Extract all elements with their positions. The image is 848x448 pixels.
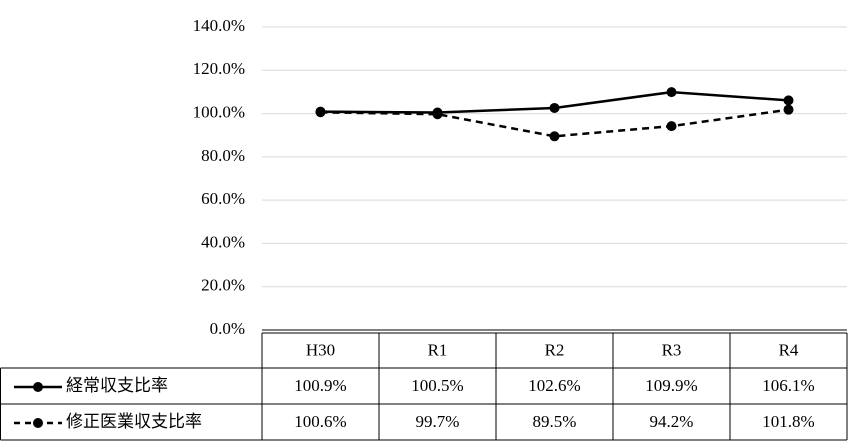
table-value: 100.6% — [294, 412, 346, 431]
x-tick-label: R2 — [545, 340, 565, 359]
point — [432, 109, 443, 120]
y-tick-label: 60.0% — [201, 189, 245, 208]
x-tick-label: H30 — [306, 340, 335, 359]
table-value: 100.5% — [411, 376, 463, 395]
table-value: 106.1% — [762, 376, 814, 395]
table-value: 99.7% — [416, 412, 460, 431]
legend-label: 修正医業収支比率 — [66, 412, 202, 431]
legend-marker — [33, 418, 43, 428]
legend-marker — [33, 382, 43, 392]
y-tick-label: 20.0% — [201, 276, 245, 295]
legend-label: 経常収支比率 — [66, 376, 168, 395]
point — [549, 102, 560, 113]
y-tick-label: 140.0% — [193, 16, 245, 35]
series-line — [320, 108, 789, 138]
y-tick-label: 120.0% — [193, 59, 245, 78]
point — [549, 131, 560, 142]
y-tick-label: 0.0% — [210, 319, 245, 338]
table-value: 101.8% — [762, 412, 814, 431]
y-tick-label: 40.0% — [201, 232, 245, 251]
y-tick-label: 100.0% — [193, 102, 245, 121]
point — [666, 87, 677, 98]
x-tick-label: R3 — [662, 340, 682, 359]
point — [666, 121, 677, 132]
table-value: 100.9% — [294, 376, 346, 395]
point — [315, 107, 326, 118]
x-tick-label: R1 — [428, 340, 448, 359]
point — [783, 95, 794, 106]
table-value: 102.6% — [528, 376, 580, 395]
table-value: 94.2% — [650, 412, 694, 431]
table-value: 89.5% — [533, 412, 577, 431]
x-tick-label: R4 — [779, 340, 799, 359]
y-tick-label: 80.0% — [201, 146, 245, 165]
point — [783, 104, 794, 115]
table-value: 109.9% — [645, 376, 697, 395]
